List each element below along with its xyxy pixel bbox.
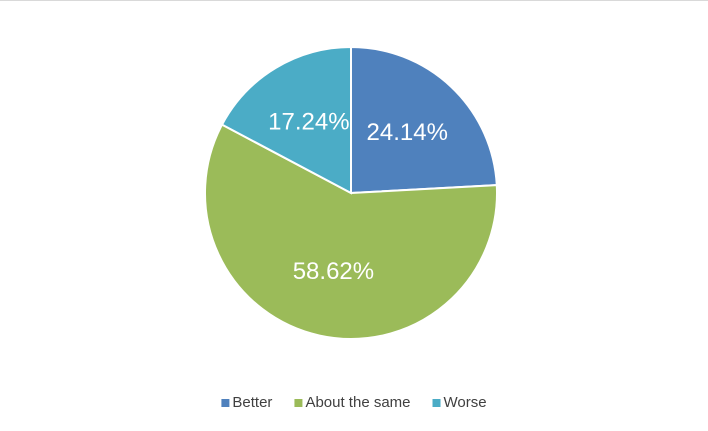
legend-label: Better [232, 394, 272, 411]
pie-slice [204, 123, 498, 340]
legend-marker [221, 399, 230, 407]
legend-label: About the same [305, 394, 410, 411]
legend-marker [294, 399, 303, 407]
legend-marker [432, 399, 441, 407]
value-label: 24.14% [367, 119, 448, 146]
value-label: 17.24% [268, 108, 349, 135]
pie-slice [350, 45, 498, 195]
pie-slice [220, 45, 352, 195]
value-label: 58.62% [293, 258, 374, 285]
legend-label: Worse [444, 394, 487, 411]
